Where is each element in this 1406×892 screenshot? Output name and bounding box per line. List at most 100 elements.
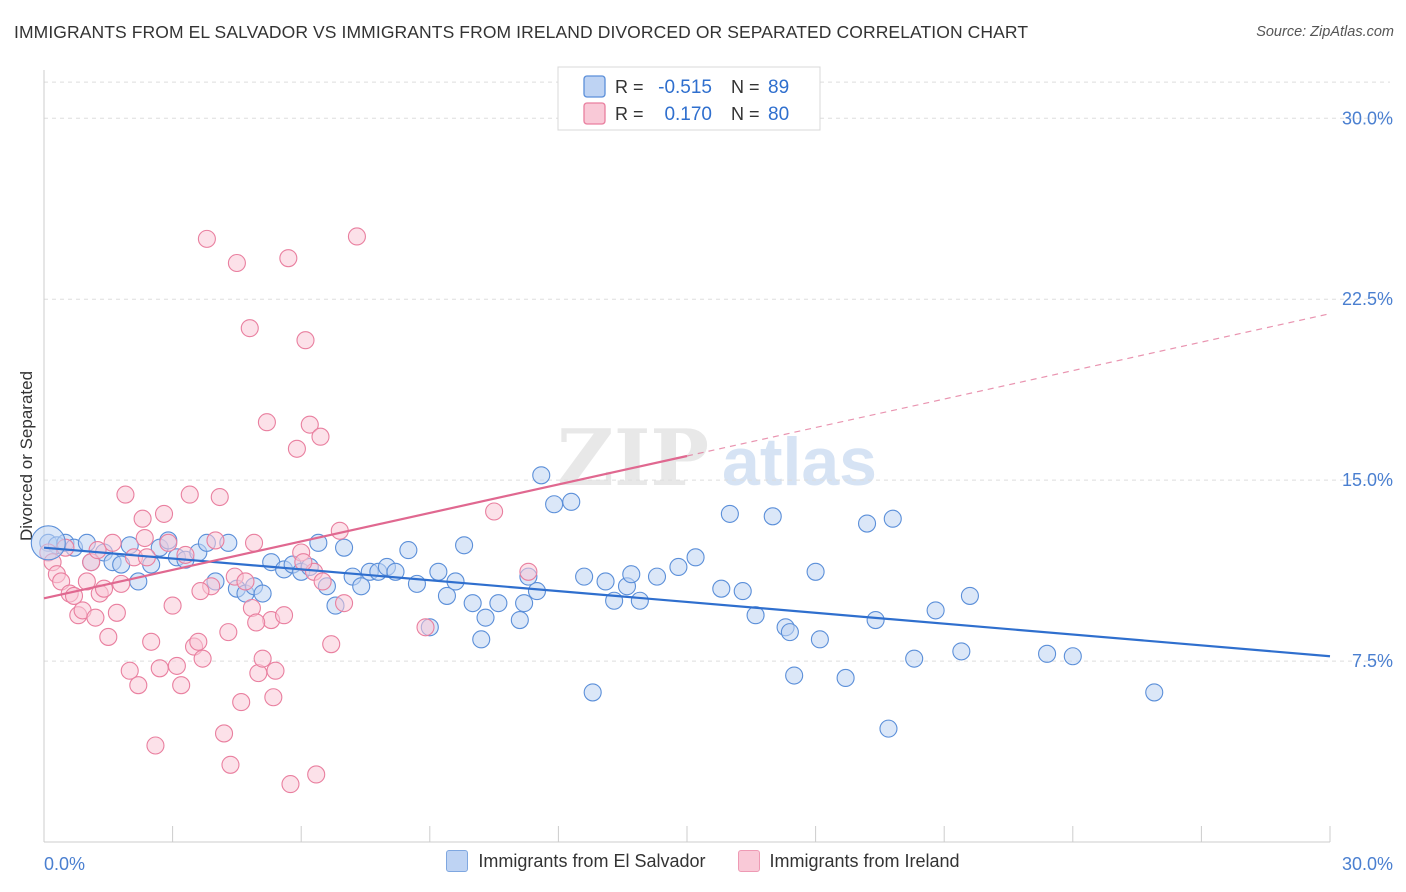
- legend-swatch-ireland: [737, 850, 760, 872]
- data-point: [279, 249, 298, 268]
- data-point: [281, 775, 300, 794]
- data-point: [142, 632, 161, 651]
- chart-title: IMMIGRANTS FROM EL SALVADOR VS IMMIGRANT…: [14, 22, 1029, 42]
- data-point: [596, 572, 615, 591]
- stats-swatch: [583, 102, 606, 125]
- data-point: [88, 541, 107, 560]
- data-point: [296, 331, 315, 350]
- data-point: [1145, 683, 1164, 702]
- data-point: [313, 572, 332, 591]
- data-point: [879, 719, 898, 738]
- data-point: [206, 531, 225, 550]
- y-tick-label: 7.5%: [1352, 651, 1393, 671]
- data-point: [476, 608, 495, 627]
- data-point: [905, 649, 924, 668]
- data-point: [133, 509, 152, 528]
- data-point: [116, 485, 135, 504]
- data-point: [107, 603, 126, 622]
- data-point: [647, 567, 667, 586]
- data-point: [686, 548, 705, 567]
- data-point: [463, 594, 482, 613]
- data-point: [112, 574, 131, 593]
- data-point: [172, 676, 191, 695]
- data-point: [857, 514, 877, 533]
- data-point: [103, 533, 122, 552]
- data-point: [733, 582, 752, 601]
- data-point: [247, 613, 266, 632]
- data-point: [154, 504, 174, 523]
- data-point: [455, 536, 474, 555]
- data-point: [189, 632, 208, 651]
- data-point: [489, 594, 508, 613]
- data-point: [191, 582, 210, 601]
- data-point: [236, 572, 255, 591]
- series-ireland: [39, 227, 538, 794]
- series-el-salvador: [39, 466, 1164, 738]
- data-point: [335, 538, 354, 557]
- stats-r-label: R =: [615, 77, 644, 97]
- watermark-atlas: atlas: [722, 424, 877, 500]
- data-point: [630, 591, 649, 610]
- data-point: [150, 659, 169, 678]
- data-point: [532, 466, 551, 485]
- stats-r-label: R =: [615, 104, 644, 124]
- legend-item-ireland[interactable]: Immigrants from Ireland: [737, 850, 960, 872]
- bottom-legend: Immigrants from El Salvador Immigrants f…: [0, 850, 1406, 872]
- y-tick-label: 30.0%: [1342, 108, 1393, 128]
- data-point: [429, 562, 448, 581]
- data-point: [519, 562, 538, 581]
- data-point: [437, 586, 456, 605]
- data-point: [307, 765, 326, 784]
- data-point: [232, 693, 251, 712]
- data-point: [197, 229, 216, 248]
- stats-n-value: 80: [768, 104, 789, 125]
- data-point: [622, 565, 641, 584]
- x-tick-label: 30.0%: [1342, 854, 1393, 874]
- data-point: [335, 594, 354, 613]
- stats-n-label: N =: [731, 77, 760, 97]
- data-point: [146, 736, 165, 755]
- data-point: [240, 319, 259, 338]
- data-point: [266, 661, 285, 680]
- data-point: [347, 227, 366, 246]
- data-point: [257, 413, 276, 432]
- data-point: [253, 584, 272, 603]
- data-point: [712, 579, 731, 598]
- data-point: [1063, 647, 1082, 666]
- data-point: [545, 495, 564, 514]
- data-point: [352, 577, 371, 596]
- stats-legend: R = -0.515 N = 89 R = 0.170 N = 80: [557, 66, 821, 131]
- data-point: [669, 557, 688, 577]
- data-point: [836, 668, 855, 688]
- data-point: [575, 567, 594, 586]
- y-tick-label: 15.0%: [1342, 470, 1393, 490]
- data-point: [785, 666, 804, 685]
- data-point: [763, 507, 782, 526]
- data-point: [227, 253, 246, 273]
- data-point: [780, 623, 799, 642]
- data-point: [287, 439, 306, 458]
- data-point: [583, 683, 602, 702]
- legend-label-el-salvador: Immigrants from El Salvador: [478, 850, 706, 871]
- trend-line: [43, 454, 688, 600]
- legend-item-el-salvador[interactable]: Immigrants from El Salvador: [446, 850, 706, 872]
- data-point: [416, 618, 435, 637]
- data-point: [180, 485, 199, 504]
- data-point: [163, 596, 182, 615]
- data-point: [129, 676, 148, 695]
- data-point: [120, 661, 139, 680]
- source-credit: Source: ZipAtlas.com: [1256, 24, 1394, 40]
- data-point: [472, 630, 491, 649]
- data-point: [135, 528, 154, 548]
- data-point: [322, 635, 341, 654]
- data-point: [810, 630, 829, 649]
- legend-label-ireland: Immigrants from Ireland: [769, 850, 960, 871]
- stats-n-label: N =: [731, 104, 760, 124]
- data-point: [221, 755, 240, 774]
- legend-swatch-el-salvador: [446, 850, 469, 872]
- data-point: [214, 724, 234, 743]
- data-point: [300, 415, 319, 434]
- data-point: [159, 533, 178, 552]
- x-tick-label: 0.0%: [44, 854, 85, 874]
